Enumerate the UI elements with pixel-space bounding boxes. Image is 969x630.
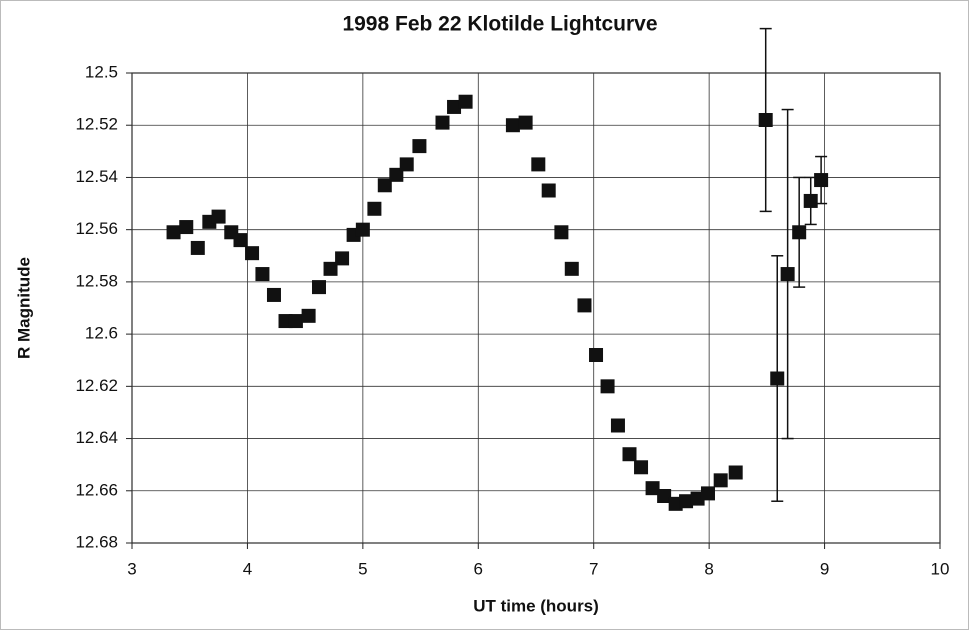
point	[657, 489, 672, 503]
point	[610, 418, 625, 433]
point	[792, 225, 807, 240]
point	[679, 494, 694, 509]
point	[335, 251, 350, 266]
point	[323, 261, 338, 276]
point	[531, 157, 546, 172]
y-tick-label: 12.62	[75, 376, 118, 395]
y-tick-label: 12.5	[85, 62, 118, 81]
point	[758, 113, 773, 127]
point	[564, 261, 579, 276]
point	[728, 465, 743, 480]
point	[301, 308, 316, 323]
point	[634, 460, 649, 475]
point	[622, 447, 637, 462]
point	[505, 118, 520, 133]
y-tick-label: 12.56	[75, 219, 118, 238]
y-axis-label: R Magnitude	[14, 257, 33, 359]
point	[447, 99, 462, 114]
plot-area	[131, 72, 941, 544]
y-tick-label: 12.52	[75, 115, 118, 134]
y-tick-label: 12.66	[75, 480, 118, 499]
point	[600, 379, 615, 394]
x-tick-label: 7	[589, 559, 598, 578]
x-tick-label: 5	[358, 559, 367, 578]
point	[700, 486, 715, 501]
x-tick-label: 9	[820, 559, 829, 578]
point	[211, 209, 226, 224]
point	[803, 193, 818, 208]
x-axis-label: UT time (hours)	[473, 596, 599, 615]
point	[412, 139, 427, 154]
point	[814, 173, 829, 188]
x-tick-label: 3	[127, 559, 136, 578]
point	[780, 267, 795, 282]
point	[367, 201, 382, 216]
point	[435, 115, 450, 130]
point	[770, 371, 785, 386]
point	[166, 225, 181, 240]
x-tick-label: 10	[931, 559, 950, 578]
point	[589, 348, 604, 362]
point	[518, 115, 533, 130]
point	[713, 473, 728, 488]
x-tick-label: 4	[243, 559, 252, 578]
point	[458, 94, 473, 109]
point	[266, 287, 281, 302]
point	[399, 157, 414, 172]
point	[179, 220, 194, 235]
point	[245, 246, 260, 261]
y-tick-label: 12.6	[85, 324, 118, 343]
y-tick-label: 12.64	[75, 428, 118, 447]
point	[377, 178, 392, 193]
x-tick-label: 6	[474, 559, 483, 578]
chart-title: 1998 Feb 22 Klotilde Lightcurve	[342, 13, 657, 36]
point	[233, 233, 248, 248]
point	[554, 225, 569, 240]
point	[288, 314, 303, 329]
y-tick-label: 12.68	[75, 532, 118, 551]
point	[190, 240, 205, 255]
point	[577, 298, 592, 313]
point	[255, 267, 270, 282]
y-tick-label: 12.58	[75, 271, 118, 290]
point	[311, 280, 326, 295]
point	[645, 481, 660, 496]
point	[355, 222, 370, 237]
x-tick-label: 8	[704, 559, 713, 578]
point	[541, 183, 556, 198]
y-tick-label: 12.54	[75, 167, 118, 186]
